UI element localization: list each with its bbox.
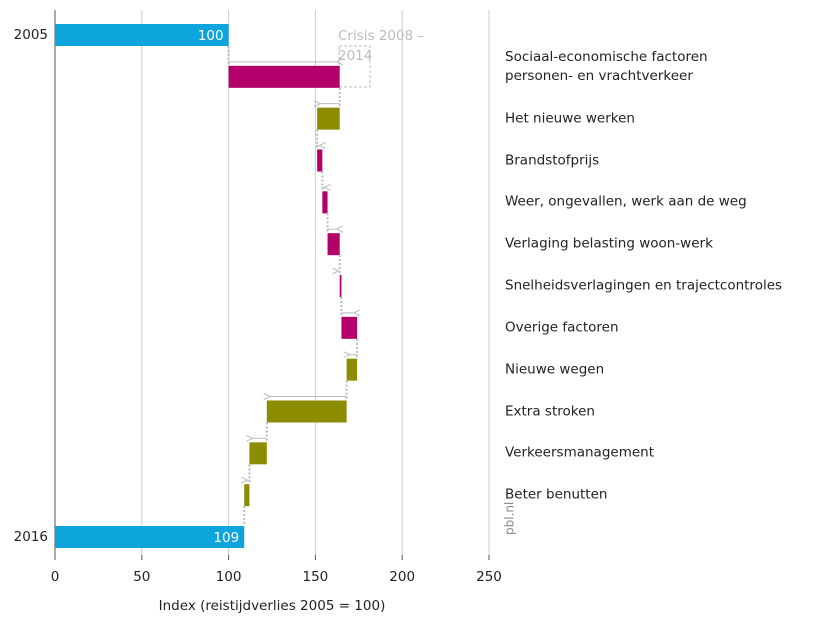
step-bar xyxy=(266,400,347,423)
row-label: 2005 xyxy=(14,27,48,43)
source: pbl.nl xyxy=(503,502,517,535)
step-bar xyxy=(228,65,340,88)
x-tick-label: 100 xyxy=(216,569,242,585)
step-bar xyxy=(317,107,340,130)
crisis-box xyxy=(338,45,371,88)
step-bar xyxy=(339,275,342,297)
step-bar xyxy=(244,484,250,507)
row-label: Overige factoren xyxy=(505,319,619,336)
step-bar xyxy=(322,191,328,214)
row-label: 2016 xyxy=(14,529,48,545)
step-bar xyxy=(249,442,267,465)
step-bar xyxy=(317,149,323,172)
row-label: Nieuwe wegen xyxy=(505,361,605,378)
x-tick-label: 150 xyxy=(303,569,329,585)
row-label: Beter benutten xyxy=(505,486,608,503)
step-bar xyxy=(327,233,340,256)
x-tick-label: 250 xyxy=(476,569,502,585)
step-bar xyxy=(346,358,358,381)
annotation: Crisis 2008 – 2014 xyxy=(338,28,425,64)
value-label: 100 xyxy=(198,28,224,44)
total-bar xyxy=(55,24,229,46)
x-tick-label: 50 xyxy=(133,569,150,585)
row-label: Verlaging belasting woon-werk xyxy=(505,235,713,252)
x-axis-label: Index (reistijdverlies 2005 = 100) xyxy=(159,598,386,614)
row-label: Weer, ongevallen, werk aan de weg xyxy=(505,193,747,210)
total-bar xyxy=(55,526,245,548)
x-tick-label: 200 xyxy=(389,569,415,585)
row-label: Sociaal-economische factoren personen- e… xyxy=(505,48,708,84)
step-bar xyxy=(341,316,358,339)
x-tick-label: 0 xyxy=(51,569,60,585)
value-label: 109 xyxy=(213,530,239,546)
row-label: Brandstofprijs xyxy=(505,152,600,168)
row-label: Verkeersmanagement xyxy=(505,444,655,461)
row-label: Extra stroken xyxy=(505,403,595,419)
row-label: Snelheidsverlagingen en trajectcontroles xyxy=(505,277,783,294)
row-label: Het nieuwe werken xyxy=(505,110,635,127)
